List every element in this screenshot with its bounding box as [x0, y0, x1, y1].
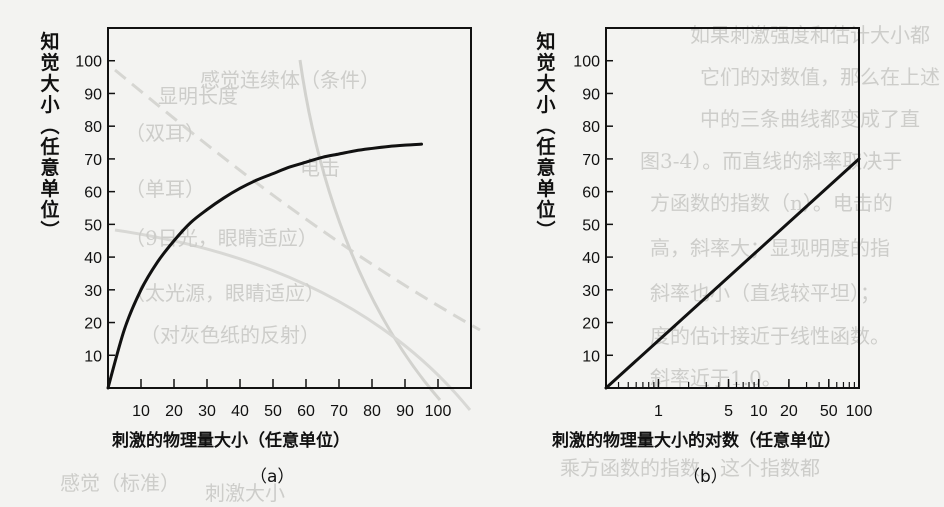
- series-line: [106, 142, 423, 390]
- y-tick-label: 90: [84, 86, 102, 103]
- chart-a-x-ticks: 10 20 30 40 50 60 70 80 90 100: [132, 379, 451, 420]
- x-tick-label: 50: [820, 403, 838, 420]
- chart-a-caption: （a）: [250, 467, 294, 487]
- chart-a-series: [106, 142, 423, 390]
- x-tick-label: 30: [198, 403, 216, 420]
- y-tick-label: 50: [84, 217, 102, 234]
- ghost-curve-shock: [298, 59, 442, 401]
- chart-a-frame: [107, 27, 472, 389]
- ghost-text-7: （太光源，眼睛适应）: [125, 281, 325, 305]
- ghost-bottom-0: 感觉（标准）: [60, 471, 180, 495]
- ghost-right-1: 它们的对数值，那么在上述: [700, 65, 940, 89]
- ghost-right-0: 如果刺激强度和估计大小都: [690, 23, 930, 47]
- chart-a-x-axis-title: 刺激的物理量大小（任意单位）: [112, 430, 350, 451]
- ghost-text-4: （双耳）: [125, 121, 205, 145]
- chart-b-y-ticks: 10 20 30 40 50 60 70 80 90 100: [573, 54, 613, 365]
- x-tick-label: 20: [165, 403, 183, 420]
- ghost-curve-long: [114, 68, 481, 332]
- y-tick-label: 40: [582, 250, 600, 267]
- chart-a-y-axis-title: 知觉大小︵任意单位︶: [39, 30, 59, 242]
- y-tick-label: 50: [582, 217, 600, 234]
- chart-b-caption: （b）: [683, 467, 728, 487]
- chart-a-y-ticks: 10 20 30 40 50 60 70 80 90 100: [75, 54, 115, 365]
- x-tick-label: 5: [724, 403, 733, 420]
- chart-b-series: [604, 157, 861, 390]
- x-tick-label: 10: [750, 403, 768, 420]
- y-tick-label: 100: [75, 54, 102, 71]
- y-tick-label: 100: [573, 54, 600, 71]
- x-tick-label: 100: [425, 403, 452, 420]
- x-tick-label: 20: [780, 403, 798, 420]
- y-tick-label: 30: [84, 283, 102, 300]
- x-tick-label: 100: [846, 403, 873, 420]
- ghost-right-6: 斜率也小（直线较平坦）；: [650, 281, 880, 305]
- ghost-text-3: 电击: [300, 156, 340, 180]
- x-tick-label: 1: [654, 403, 663, 420]
- chart-b-frame: [605, 27, 860, 389]
- x-tick-label: 70: [330, 403, 348, 420]
- ghost-right-7: 度的估计接近于线性函数。: [650, 324, 890, 348]
- y-tick-label: 10: [582, 348, 600, 365]
- chart-b-x-axis-title: 刺激的物理量大小的对数（任意单位）: [552, 430, 841, 451]
- y-tick-label: 80: [582, 119, 600, 136]
- y-tick-label: 60: [84, 185, 102, 202]
- ghost-curve-light: [114, 228, 472, 411]
- chart-b-x-ticks: 1 5 10 20 50 100: [605, 379, 873, 420]
- x-tick-label: 40: [231, 403, 249, 420]
- ghost-right-9: 乘方函数的指数。这个指数都: [560, 456, 820, 480]
- y-tick-label: 90: [582, 86, 600, 103]
- x-tick-label: 10: [132, 403, 150, 420]
- ghost-right-3: 图3-4）。而直线的斜率取决于: [640, 149, 902, 173]
- chart-b: 10 20 30 40 50 60 70 80 90 100 1 5 10 20 50 100 知觉大小︵任…: [535, 27, 873, 487]
- ghost-right-8: 斜率近于1.0。: [650, 366, 782, 390]
- chart-b-y-axis-title: 知觉大小︵任意单位︶: [535, 30, 555, 242]
- y-tick-label: 10: [84, 348, 102, 365]
- y-tick-label: 20: [84, 316, 102, 333]
- y-tick-label: 40: [84, 250, 102, 267]
- chart-a: 10 20 30 40 50 60 70 80 90 100 10 20 30 40 50 60 70 80 90…: [39, 27, 472, 487]
- ghost-right-2: 中的三条曲线都变成了直: [700, 107, 920, 131]
- ghost-bottom-1: 刺激大小: [205, 481, 285, 505]
- ghost-right-4: 方函数的指数（n）。电击的: [650, 191, 893, 215]
- ghost-text-8: （对灰色纸的反射）: [140, 323, 320, 347]
- y-tick-label: 30: [582, 283, 600, 300]
- ghost-text-6: （9日光，眼睛适应）: [125, 226, 318, 250]
- y-tick-label: 70: [582, 152, 600, 169]
- ghost-text-1: 显明长度: [158, 84, 238, 108]
- y-tick-label: 70: [84, 152, 102, 169]
- x-tick-label: 80: [363, 403, 381, 420]
- series-line: [604, 157, 861, 390]
- ghost-text-5: （单耳）: [125, 177, 205, 201]
- ghost-text-2: 感觉连续体（条件）: [200, 68, 380, 92]
- x-tick-label: 60: [297, 403, 315, 420]
- x-tick-label: 90: [396, 403, 414, 420]
- y-tick-label: 20: [582, 316, 600, 333]
- y-tick-label: 80: [84, 119, 102, 136]
- y-tick-label: 60: [582, 185, 600, 202]
- x-tick-label: 50: [264, 403, 282, 420]
